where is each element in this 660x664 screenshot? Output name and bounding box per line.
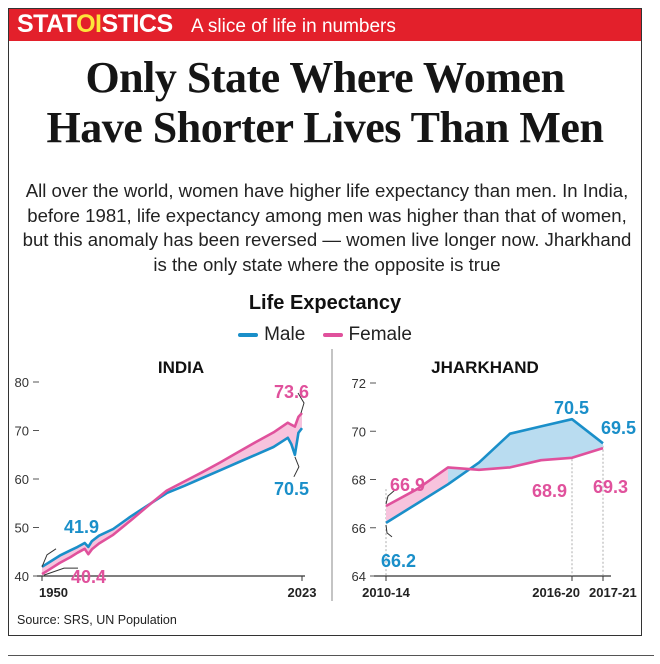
india-y-tick-label: 70 — [15, 424, 29, 439]
life-expectancy-charts: INDIA 40 50 60 70 80 1950 2023 41.9 40.4 73.6 70.5 J… — [15, 349, 637, 601]
tagline: A slice of life in numbers — [191, 16, 396, 37]
jharkhand-female-start-label: 66.9 — [390, 475, 425, 495]
jharkhand-female-gap-area — [386, 467, 448, 523]
india-female-start-label: 40.4 — [71, 567, 106, 587]
india-male-end-label: 70.5 — [274, 479, 309, 499]
bottom-rule — [8, 655, 654, 656]
jharkhand-x-tick-label: 2017-21 — [589, 585, 637, 600]
jharkhand-male-peak-label: 70.5 — [554, 398, 589, 418]
infographic-frame: STATOISTICS A slice of life in numbers O… — [8, 8, 642, 636]
india-male-start-label: 41.9 — [64, 517, 99, 537]
jharkhand-x-tick-label: 2016-20 — [532, 585, 580, 600]
jharkhand-x-tick-label: 2010-14 — [362, 585, 410, 600]
india-female-end-leader — [297, 392, 305, 414]
jharkhand-y-tick-label: 68 — [352, 473, 366, 488]
jharkhand-panel-title: JHARKHAND — [431, 358, 539, 377]
india-panel-title: INDIA — [158, 358, 204, 377]
jharkhand-female-line — [385, 446, 604, 508]
india-x-tick-label: 2023 — [288, 585, 317, 600]
headline-line-2: Have Shorter Lives Than Men — [46, 103, 604, 152]
legend-swatch-male — [238, 332, 259, 337]
statoistics-banner: STATOISTICS A slice of life in numbers — [9, 9, 641, 41]
legend-item-male: Male — [238, 324, 305, 346]
jharkhand-male-start-leader — [385, 524, 393, 538]
jharkhand-female-peak-label: 68.9 — [532, 481, 567, 501]
india-male-start-leader — [41, 548, 57, 567]
intro-text: All over the world, women have higher li… — [22, 180, 632, 275]
jharkhand-y-tick-label: 70 — [352, 424, 366, 439]
india-y-tick-label: 40 — [15, 569, 29, 584]
india-y-tick-label: 60 — [15, 472, 29, 487]
jharkhand-y-tick-label: 66 — [352, 521, 366, 536]
chart-title: Life Expectancy — [248, 292, 402, 314]
brand-logo: STATOISTICS — [17, 10, 173, 38]
india-female-start-leader — [43, 567, 78, 576]
jharkhand-female-start-leader — [385, 489, 396, 505]
jharkhand-male-end-label: 69.5 — [601, 418, 636, 438]
chart-legend: Male Female — [9, 324, 641, 346]
india-y-tick-label: 50 — [15, 521, 29, 536]
source-note: Source: SRS, UN Population — [17, 613, 177, 627]
india-male-end-leader — [293, 456, 300, 478]
india-female-end-label: 73.6 — [274, 382, 309, 402]
legend-swatch-female — [322, 332, 343, 337]
legend-item-female: Female — [322, 324, 412, 346]
jharkhand-male-line — [385, 417, 604, 525]
jharkhand-y-tick-label: 72 — [352, 376, 366, 391]
india-x-tick-label: 1950 — [39, 585, 68, 600]
jharkhand-female-end-label: 69.3 — [593, 477, 628, 497]
jharkhand-y-tick-label: 64 — [352, 569, 366, 584]
india-female-line — [41, 412, 303, 576]
headline-line-1: Only State Where Women — [85, 53, 565, 102]
india-y-tick-label: 80 — [15, 375, 29, 390]
jharkhand-male-start-label: 66.2 — [381, 551, 416, 571]
headline: Only State Where Women Have Shorter Live… — [9, 53, 641, 153]
